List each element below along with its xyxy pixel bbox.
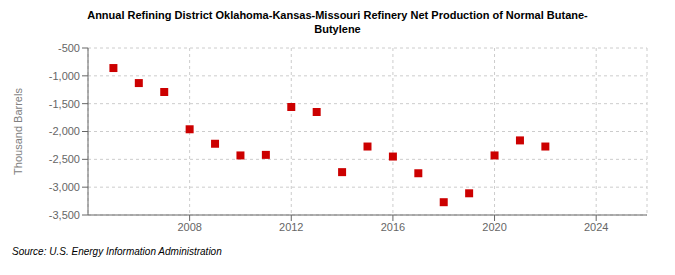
svg-text:-500: -500 — [58, 42, 80, 54]
svg-text:2012: 2012 — [279, 221, 303, 233]
html-text:Source: U.S. Energy Informatio: Source: U.S. Energy Information Administ… — [12, 246, 222, 257]
svg-text:2016: 2016 — [381, 221, 405, 233]
svg-text:2008: 2008 — [177, 221, 201, 233]
svg-text:2024: 2024 — [584, 221, 608, 233]
svg-text:Thousand Barrels: Thousand Barrels — [12, 88, 24, 175]
svg-text:-3,000: -3,000 — [49, 181, 80, 193]
svg-text:-2,500: -2,500 — [49, 153, 80, 165]
svg-text:2020: 2020 — [482, 221, 506, 233]
svg-text:-3,500: -3,500 — [49, 209, 80, 221]
svg-text:-1,000: -1,000 — [49, 70, 80, 82]
html-text:Annual Refining District Oklah: Annual Refining District Oklahoma-Kansas… — [87, 9, 588, 35]
svg-text:-1,500: -1,500 — [49, 98, 80, 110]
svg-text:-2,000: -2,000 — [49, 125, 80, 137]
